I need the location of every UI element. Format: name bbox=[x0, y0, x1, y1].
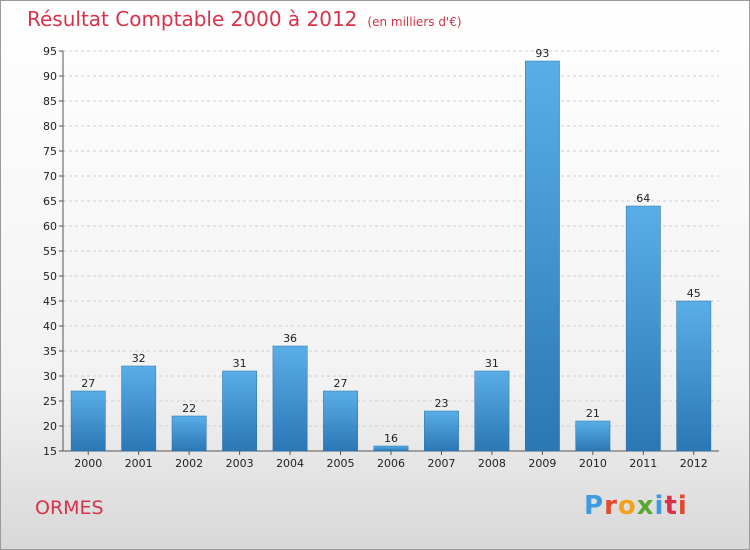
y-tick-label: 85 bbox=[43, 95, 57, 108]
y-tick-label: 40 bbox=[43, 320, 57, 333]
data-label-2007: 23 bbox=[434, 397, 448, 410]
data-label-2011: 64 bbox=[636, 192, 650, 205]
bar-2006 bbox=[373, 445, 409, 452]
logo-letter: t bbox=[664, 491, 678, 521]
x-tick-label-2000: 2000 bbox=[74, 457, 102, 470]
bar-2000 bbox=[70, 390, 106, 452]
location-name: ORMES bbox=[35, 497, 104, 519]
x-tick-label-2003: 2003 bbox=[226, 457, 254, 470]
y-tick-label: 15 bbox=[43, 445, 57, 458]
y-tick-label: 25 bbox=[43, 395, 57, 408]
chart-title: Résultat Comptable 2000 à 2012 (en millie… bbox=[27, 7, 462, 31]
axes bbox=[59, 50, 719, 455]
bar-2003 bbox=[222, 370, 258, 452]
bar-2007 bbox=[424, 410, 459, 452]
data-label-2003: 31 bbox=[233, 357, 247, 370]
x-tick-label-2007: 2007 bbox=[427, 457, 455, 470]
y-tick-label: 95 bbox=[43, 45, 57, 58]
logo-letter: P bbox=[584, 491, 605, 521]
data-label-2012: 45 bbox=[687, 287, 701, 300]
x-tick-label-2012: 2012 bbox=[680, 457, 708, 470]
chart-title-text: Résultat Comptable 2000 à 2012 bbox=[27, 7, 358, 31]
bar-2004 bbox=[272, 345, 308, 452]
x-tick-label-2008: 2008 bbox=[478, 457, 506, 470]
y-tick-label: 75 bbox=[43, 145, 57, 158]
data-label-2009: 93 bbox=[535, 47, 549, 60]
x-tick-label-2011: 2011 bbox=[629, 457, 657, 470]
x-tick-label-2002: 2002 bbox=[175, 457, 203, 470]
bar-2001 bbox=[121, 365, 157, 452]
y-tick-label: 90 bbox=[43, 70, 57, 83]
x-tick-label-2006: 2006 bbox=[377, 457, 405, 470]
data-label-2001: 32 bbox=[132, 352, 146, 365]
logo-letter: o bbox=[617, 491, 637, 521]
y-tick-label: 65 bbox=[43, 195, 57, 208]
grid-lines bbox=[63, 50, 719, 427]
logo-letter: r bbox=[604, 491, 618, 521]
bar-2008 bbox=[474, 370, 510, 452]
y-tick-label: 55 bbox=[43, 245, 57, 258]
y-tick-label: 80 bbox=[43, 120, 57, 133]
bar-2012 bbox=[676, 300, 712, 452]
y-tick-label: 70 bbox=[43, 170, 57, 183]
chart-subtitle: (en milliers d'€) bbox=[367, 15, 462, 29]
y-tick-label: 20 bbox=[43, 420, 57, 433]
logo-letter: i bbox=[677, 491, 688, 521]
data-label-2002: 22 bbox=[182, 402, 196, 415]
y-tick-label: 50 bbox=[43, 270, 57, 283]
data-label-2008: 31 bbox=[485, 357, 499, 370]
y-tick-label: 60 bbox=[43, 220, 57, 233]
data-label-2005: 27 bbox=[334, 377, 348, 390]
data-label-2000: 27 bbox=[81, 377, 95, 390]
bar-2005 bbox=[323, 390, 358, 452]
x-tick-labels: 2000 2001 2002 2003 2004 2005 2006 2007 2008 2009… bbox=[74, 457, 708, 470]
bar-2011 bbox=[625, 205, 661, 452]
logo-letter: i bbox=[654, 491, 665, 521]
bars bbox=[70, 60, 712, 452]
x-tick-label-2010: 2010 bbox=[579, 457, 607, 470]
bar-2010 bbox=[575, 420, 611, 452]
bar-2009 bbox=[524, 60, 560, 452]
x-tick-label-2001: 2001 bbox=[125, 457, 153, 470]
y-tick-label: 45 bbox=[43, 295, 57, 308]
x-tick-label-2004: 2004 bbox=[276, 457, 304, 470]
data-label-2010: 21 bbox=[586, 407, 600, 420]
proxiti-logo[interactable]: Proxiti bbox=[584, 491, 688, 521]
bar-2002 bbox=[171, 415, 207, 452]
data-label-2004: 36 bbox=[283, 332, 297, 345]
data-label-2006: 16 bbox=[384, 432, 398, 445]
data-labels: 27 32 22 31 36 27 16 23 31 93 21 64 45 bbox=[81, 47, 701, 445]
x-tick-label-2009: 2009 bbox=[528, 457, 556, 470]
y-tick-label: 35 bbox=[43, 345, 57, 358]
x-tick-label-2005: 2005 bbox=[327, 457, 355, 470]
y-tick-label: 30 bbox=[43, 370, 57, 383]
logo-letter: x bbox=[636, 491, 655, 521]
y-tick-labels: 15 20 25 30 35 40 45 50 55 60 65 70 75 80 85 90 95 bbox=[43, 45, 57, 458]
